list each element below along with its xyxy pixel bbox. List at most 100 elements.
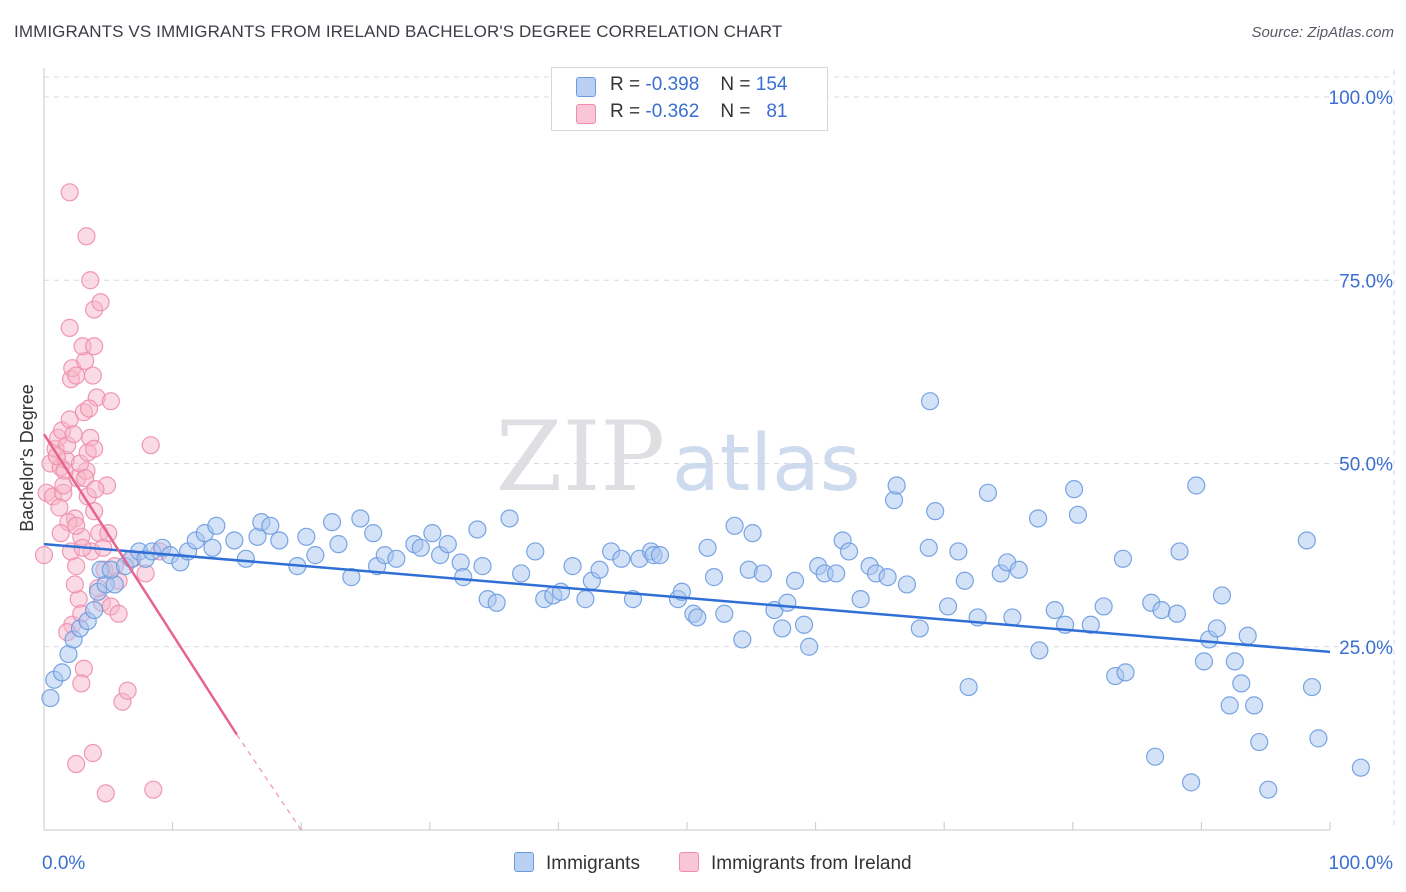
immigrants-point <box>1232 674 1251 693</box>
ireland-point <box>83 743 102 763</box>
immigrants-point <box>468 520 487 539</box>
immigrants-point <box>1030 641 1049 660</box>
immigrants-point <box>1094 597 1113 616</box>
legend-r-value: -0.398 <box>645 74 700 95</box>
ireland-point <box>83 366 102 385</box>
immigrants-point <box>715 604 734 623</box>
immigrants-point <box>1259 780 1278 799</box>
immigrants-point <box>1113 549 1133 568</box>
immigrants-point <box>500 509 519 528</box>
immigrants-point <box>512 564 531 583</box>
immigrants-point <box>411 538 430 557</box>
immigrants-point <box>650 546 670 565</box>
y-tick-label: 75.0% <box>1339 271 1393 292</box>
ireland-point <box>67 754 86 774</box>
ireland-point <box>60 318 79 337</box>
immigrants-point <box>1212 586 1232 605</box>
legend-swatch-blue <box>576 77 596 97</box>
bottom-legend-swatch-pink <box>679 852 699 872</box>
watermark-atlas: atlas <box>672 419 861 509</box>
immigrants-point <box>261 516 280 535</box>
immigrants-point <box>1245 696 1264 715</box>
chart-title: IMMIGRANTS VS IMMIGRANTS FROM IRELAND BA… <box>14 22 783 41</box>
immigrants-point <box>839 542 859 561</box>
immigrants-point <box>688 608 707 627</box>
ireland-point <box>101 392 120 411</box>
immigrants-point <box>203 538 222 557</box>
immigrants-point <box>725 516 744 535</box>
correlation-legend: R = -0.398 N = 154 R = -0.362 N = 81 <box>551 67 828 131</box>
immigrants-point <box>733 630 752 649</box>
ireland-point <box>109 604 128 623</box>
immigrants-point <box>949 542 968 561</box>
immigrants-point <box>473 557 492 576</box>
ireland-point <box>96 784 115 803</box>
axis-layer: 100.0% 75.0% 50.0% 25.0% 0.0% 100.0% <box>42 68 1393 874</box>
ireland-point <box>64 425 83 444</box>
immigrants-point <box>364 524 383 543</box>
immigrants-point <box>1302 677 1322 697</box>
immigrants-point <box>794 615 814 634</box>
ireland-point <box>85 439 104 458</box>
immigrants-point <box>1309 729 1328 748</box>
immigrants-point <box>827 564 846 583</box>
ireland-point <box>72 674 91 693</box>
immigrants-point <box>612 549 631 568</box>
immigrants-point <box>52 663 72 682</box>
legend-r-value: -0.362 <box>645 101 700 122</box>
immigrants-point <box>1250 732 1269 752</box>
ireland-point <box>77 227 96 246</box>
bottom-legend-label: Immigrants from Ireland <box>711 853 912 874</box>
ireland-point <box>81 271 100 290</box>
watermark-zip: ZIP <box>496 401 665 513</box>
immigrants-point <box>563 557 582 576</box>
ireland-point <box>79 399 99 418</box>
immigrants-point <box>438 535 457 554</box>
y-tick-label: 25.0% <box>1339 638 1393 659</box>
immigrants-point <box>270 531 289 550</box>
legend-n-value: 154 <box>755 74 788 95</box>
immigrants-point <box>1009 560 1028 579</box>
ireland-point <box>51 524 70 543</box>
ireland-point <box>91 293 110 312</box>
immigrants-point <box>1220 696 1239 715</box>
legend-n-label: N = <box>720 74 751 95</box>
immigrants-point <box>1152 600 1171 620</box>
immigrants-point <box>910 619 929 638</box>
immigrants-point <box>1045 600 1064 620</box>
immigrants-point <box>919 538 938 557</box>
legend-r-label: R = <box>610 101 641 122</box>
immigrants-point <box>590 560 609 579</box>
immigrants-point <box>1194 652 1214 671</box>
immigrants-point <box>978 483 998 502</box>
immigrants-point <box>487 593 506 612</box>
immigrants-point <box>526 542 545 561</box>
ireland-point <box>141 436 160 455</box>
immigrants-point <box>85 600 104 620</box>
immigrants-point <box>698 538 717 557</box>
ireland-point <box>85 337 104 356</box>
immigrants-point <box>1068 505 1088 524</box>
immigrants-point <box>306 546 325 565</box>
immigrants-point <box>236 549 256 568</box>
immigrants-point <box>41 688 60 708</box>
source-label: Source: ZipAtlas.com <box>1251 24 1394 41</box>
immigrants-point <box>773 619 792 638</box>
immigrants-point <box>897 575 917 594</box>
ireland-trend-line <box>42 433 238 736</box>
bottom-legend-swatch-blue <box>514 852 534 872</box>
immigrants-point <box>576 590 595 609</box>
y-tick-label: 50.0% <box>1339 455 1393 476</box>
immigrants-point <box>1028 509 1048 528</box>
ireland-point <box>34 546 54 565</box>
ireland-point <box>86 480 105 499</box>
immigrants-point <box>423 524 442 543</box>
immigrants-point <box>1225 652 1244 671</box>
immigrants-point <box>322 513 342 532</box>
ireland-trend-extension <box>236 734 302 831</box>
immigrants-point <box>955 571 974 590</box>
ireland-point <box>65 575 84 594</box>
immigrants-point <box>851 590 870 609</box>
ireland-point <box>118 681 137 700</box>
bottom-legend-immigrants: Immigrants <box>514 852 640 875</box>
